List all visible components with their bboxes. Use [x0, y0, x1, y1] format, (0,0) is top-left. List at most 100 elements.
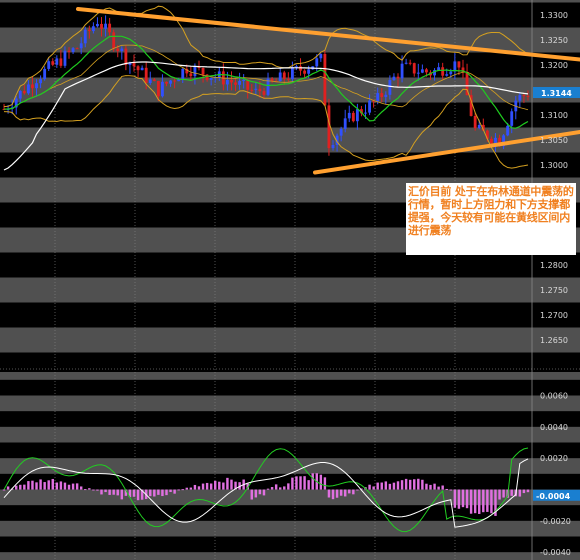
- histogram-bar: [522, 489, 526, 494]
- histogram-bar: [429, 484, 432, 490]
- candle-body: [404, 62, 408, 64]
- histogram-bar: [384, 481, 388, 490]
- oscillator-tick-label: -0.0020: [540, 517, 571, 526]
- candle-body: [457, 61, 461, 68]
- candle-body: [108, 23, 112, 33]
- candle-body: [502, 135, 506, 147]
- candle-body: [177, 79, 181, 82]
- candle-body: [136, 66, 140, 71]
- candle-body: [335, 135, 339, 145]
- histogram-bar: [368, 484, 371, 490]
- histogram-bar: [201, 483, 205, 490]
- candle-body: [481, 124, 485, 131]
- histogram-bar: [408, 479, 412, 490]
- histogram-bar: [63, 482, 67, 490]
- histogram-bar: [494, 489, 497, 516]
- histogram-bar: [376, 482, 379, 490]
- histogram-bar: [177, 489, 180, 491]
- candle-body: [327, 105, 331, 149]
- histogram-bar: [136, 489, 140, 501]
- histogram-bar: [51, 478, 54, 490]
- candle-body: [347, 112, 351, 119]
- oscillator-tick-label: -0.0040: [540, 548, 571, 557]
- histogram-bar: [205, 482, 209, 490]
- candle-body: [197, 66, 201, 68]
- histogram-bar: [274, 484, 278, 490]
- candle-body: [396, 76, 400, 79]
- histogram-bar: [132, 489, 136, 497]
- histogram-bar: [461, 489, 465, 508]
- candle-body: [83, 29, 87, 44]
- histogram-bar: [404, 478, 408, 490]
- candle-body: [449, 71, 453, 75]
- histogram-bar: [425, 483, 428, 490]
- histogram-bar: [283, 486, 286, 490]
- histogram-bar: [518, 489, 522, 497]
- candle-body: [416, 72, 420, 74]
- candle-body: [323, 53, 327, 106]
- histogram-bar: [6, 486, 10, 490]
- oscillator-tick-label: 0.0060: [540, 392, 568, 401]
- histogram-bar: [92, 489, 95, 491]
- candle-body: [91, 26, 95, 32]
- candle-body: [526, 95, 530, 97]
- candle-body: [441, 67, 445, 76]
- histogram-bar: [465, 489, 469, 509]
- candle-body: [22, 90, 26, 94]
- candle-body: [238, 81, 242, 85]
- y-tick-label: 1.3050: [540, 136, 568, 145]
- histogram-bar: [348, 489, 351, 494]
- histogram-bar: [173, 489, 176, 494]
- histogram-bar: [67, 484, 71, 490]
- histogram-bar: [266, 488, 270, 490]
- candle-body: [63, 50, 67, 66]
- candle-body: [165, 81, 168, 84]
- candle-body: [59, 58, 63, 66]
- histogram-bar: [23, 484, 26, 490]
- histogram-bar: [478, 489, 481, 514]
- histogram-bar: [35, 482, 38, 490]
- histogram-bar: [116, 489, 119, 496]
- histogram-bar: [433, 483, 436, 490]
- histogram-bar: [140, 489, 144, 500]
- y-tick-label: 1.2800: [540, 261, 568, 270]
- candle-body: [209, 77, 213, 81]
- candle-body: [254, 88, 258, 90]
- histogram-bar: [214, 480, 217, 490]
- grid-band: [0, 489, 580, 506]
- candle-body: [266, 78, 270, 95]
- histogram-bar: [128, 489, 132, 498]
- candle-body: [173, 80, 177, 82]
- histogram-bar: [108, 489, 111, 495]
- histogram-bar: [157, 489, 160, 495]
- oscillator-value-tag: [533, 489, 580, 501]
- candle-body: [31, 84, 34, 89]
- histogram-bar: [291, 477, 294, 490]
- candle-body: [140, 67, 144, 71]
- candle-body: [43, 68, 47, 80]
- histogram-bar: [104, 489, 107, 493]
- grid-band: [0, 395, 580, 412]
- histogram-bar: [193, 484, 197, 490]
- histogram-bar: [453, 489, 457, 508]
- histogram-bar: [457, 489, 461, 509]
- y-tick-label: 1.3100: [540, 111, 568, 120]
- histogram-bar: [311, 473, 314, 490]
- histogram-bar: [352, 489, 355, 495]
- current-price-tag: [533, 87, 580, 98]
- histogram-bar: [71, 483, 75, 490]
- candle-body: [461, 67, 465, 72]
- candle-body: [299, 66, 302, 71]
- candle-body: [71, 48, 75, 52]
- histogram-bar: [278, 487, 282, 490]
- candle-body: [498, 137, 501, 147]
- candle-body: [100, 23, 103, 29]
- green-moving-average: [3, 35, 529, 129]
- histogram-bar: [75, 483, 79, 490]
- candle-body: [242, 79, 246, 82]
- candle-body: [152, 79, 156, 81]
- candle-body: [112, 32, 116, 49]
- histogram-bar: [79, 486, 83, 490]
